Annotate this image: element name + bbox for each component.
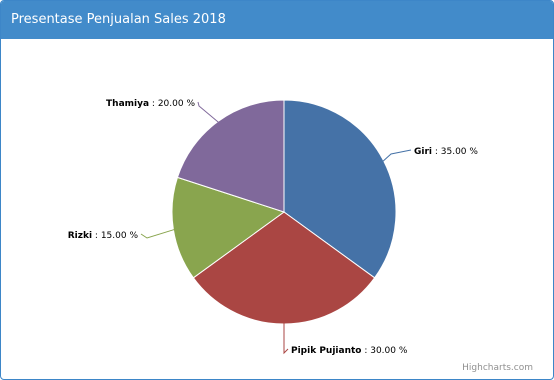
pie-label-thamiya: Thamiya : 20.00 % <box>106 99 195 109</box>
chart-container: Giri : 35.00 % Pipik Pujianto : 30.00 % Ri… <box>1 39 553 379</box>
chart-credits[interactable]: Highcharts.com <box>462 363 533 373</box>
pie-connector-giri <box>381 149 412 163</box>
pie-label-giri: Giri : 35.00 % <box>414 147 478 157</box>
pie-slice-thamiya[interactable] <box>176 99 285 213</box>
pie-chart: Giri : 35.00 % Pipik Pujianto : 30.00 % Ri… <box>68 99 533 373</box>
panel-title: Presentase Penjualan Sales 2018 <box>1 1 553 39</box>
pie-connector-pipik-pujianto <box>283 322 289 355</box>
pie-slices <box>171 99 397 325</box>
pie-connector-thamiya <box>197 101 220 124</box>
pie-labels: Giri : 35.00 % Pipik Pujianto : 30.00 % Ri… <box>68 99 479 356</box>
pie-connector-rizki <box>140 228 176 239</box>
pie-label-pipik-pujianto: Pipik Pujianto : 30.00 % <box>291 346 408 356</box>
pie-label-rizki: Rizki : 15.00 % <box>68 231 139 241</box>
